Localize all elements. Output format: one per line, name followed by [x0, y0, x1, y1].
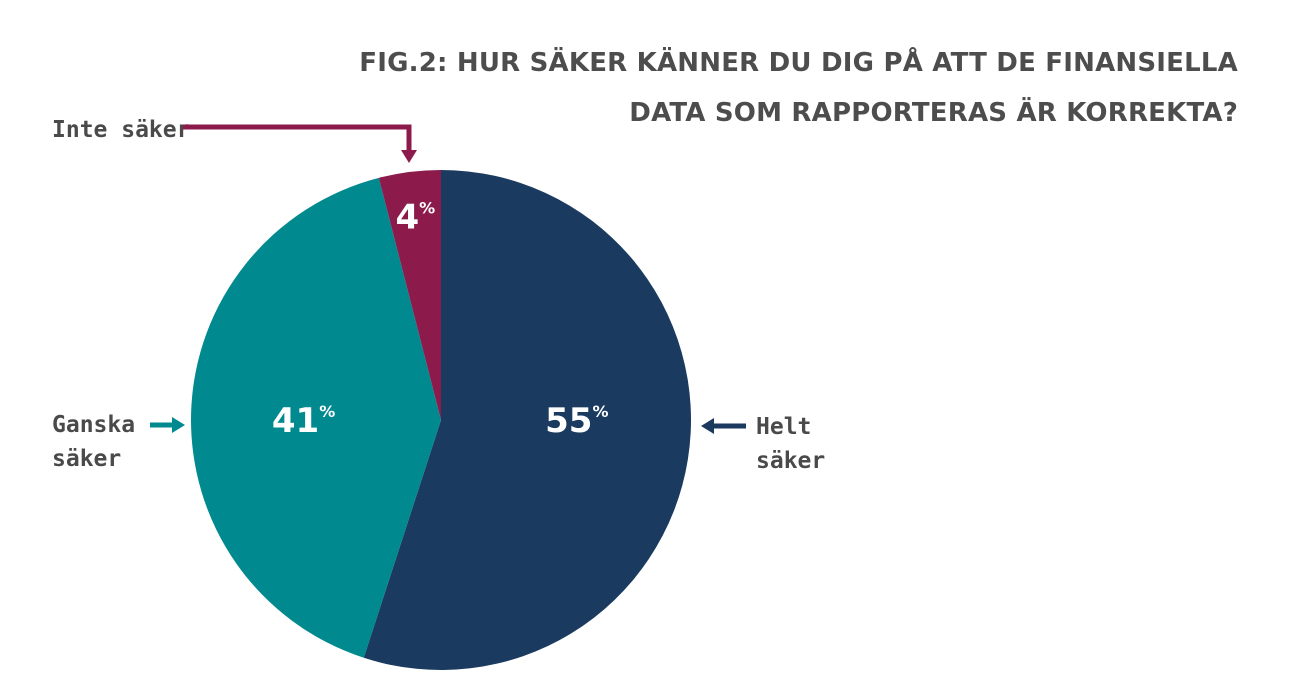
arrowhead-icon — [172, 417, 185, 433]
pie-value-label-inte-saker: 4% — [395, 198, 435, 238]
callout-ganska-saker: Ganska säker — [52, 412, 185, 472]
callout-arrow-inte-saker — [183, 124, 412, 152]
chart-title-line-1: FIG.2: HUR SÄKER KÄNNER DU DIG PÅ ATT DE… — [359, 46, 1238, 78]
pie-value-label-ganska-saker: 41% — [272, 401, 335, 441]
category-label-inte-saker: Inte säker — [52, 117, 190, 143]
pie-value-label-helt-saker: 55% — [545, 401, 608, 441]
pie-callouts: Helt säker Ganska säker Inte säker — [52, 117, 825, 474]
chart-title-line-2: DATA SOM RAPPORTERAS ÄR KORREKTA? — [629, 96, 1238, 128]
pie-slice-ganska-saker — [190, 177, 441, 658]
category-label-ganska-saker: Ganska — [52, 412, 135, 438]
pie-slice-helt-saker — [363, 170, 692, 670]
chart-title: FIG.2: HUR SÄKER KÄNNER DU DIG PÅ ATT DE… — [359, 46, 1238, 128]
callout-helt-saker: Helt säker — [701, 414, 825, 474]
arrowhead-icon — [701, 418, 714, 434]
pie-slices — [190, 170, 692, 670]
callout-inte-saker: Inte säker — [52, 117, 417, 163]
pie-value-labels: 55% 41% 4% — [272, 198, 609, 441]
pie-slice-inte-saker — [378, 170, 441, 420]
arrowhead-icon — [401, 150, 417, 163]
category-label-helt-saker: Helt — [756, 414, 811, 440]
category-label-ganska-saker: säker — [52, 446, 121, 472]
category-label-helt-saker: säker — [756, 448, 825, 474]
